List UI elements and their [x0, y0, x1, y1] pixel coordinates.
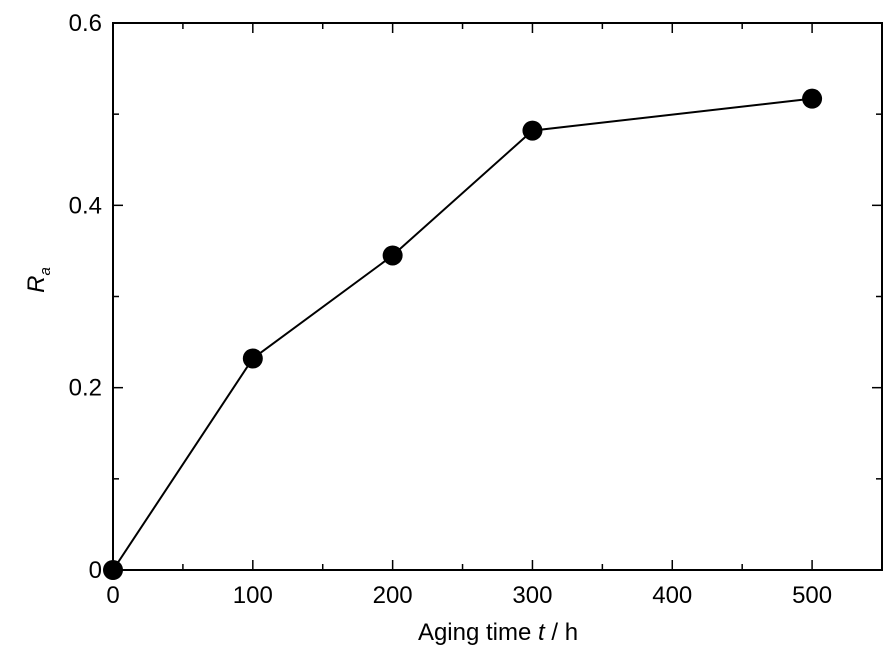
x-axis-label: Aging time t / h [418, 619, 578, 646]
y-tick-label: 0.6 [69, 10, 102, 37]
plot-frame [112, 22, 883, 571]
x-tick-label: 500 [792, 582, 832, 609]
x-tick-label: 400 [652, 582, 692, 609]
x-tick-label: 100 [233, 582, 273, 609]
x-tick-label: 300 [512, 582, 552, 609]
x-tick-labels: 0 100 200 300 400 500 [106, 582, 832, 609]
x-tick-label: 200 [373, 582, 413, 609]
x-tick-label: 0 [106, 582, 119, 609]
x-axis-label-suffix: / h [545, 619, 578, 646]
x-axis-label-prefix: Aging time [418, 619, 538, 646]
data-series [103, 88, 823, 580]
series-line [112, 97, 813, 571]
y-tick-labels: 0 0.2 0.4 0.6 [69, 10, 102, 584]
y-axis-label-main: R [23, 276, 50, 293]
axis-ticks [112, 22, 883, 571]
data-point [802, 88, 823, 109]
svg-text:Ra: Ra [23, 267, 54, 293]
data-point [382, 245, 403, 266]
data-point [242, 348, 263, 369]
y-tick-label: 0.2 [69, 375, 102, 402]
x-axis-label-variable: t [538, 619, 546, 646]
data-point [522, 120, 543, 141]
y-axis-label-sub: a [37, 267, 54, 275]
y-tick-label: 0.4 [69, 192, 102, 219]
y-axis-label: Ra [23, 267, 54, 293]
y-tick-label: 0 [89, 557, 102, 584]
data-point [103, 560, 123, 580]
